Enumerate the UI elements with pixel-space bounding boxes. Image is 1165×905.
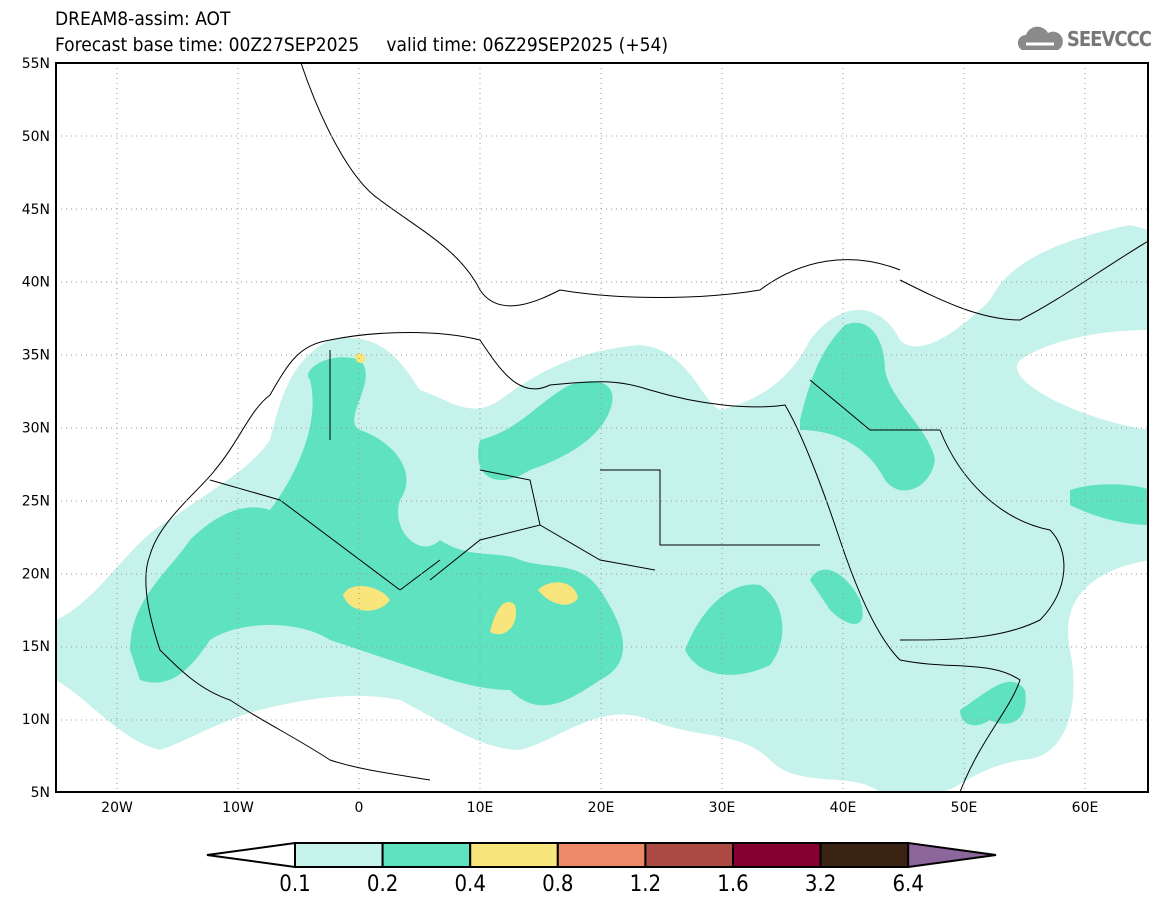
colorbar-label: 1.2 xyxy=(629,872,662,897)
lat-label: 50N xyxy=(22,129,50,145)
lat-label: 20N xyxy=(22,566,50,582)
lon-label: 10W xyxy=(222,800,254,816)
aot-0.2-region xyxy=(1070,484,1148,525)
lon-label: 20W xyxy=(101,800,133,816)
lon-labels: 20W 10W 0 10E 20E 30E 40E 50E 60E xyxy=(101,800,1098,816)
lon-label: 20E xyxy=(588,800,615,816)
colorbar-label: 0.4 xyxy=(454,872,486,897)
lat-label: 15N xyxy=(22,639,50,655)
colorbar-label: 0.1 xyxy=(279,872,311,897)
lat-label: 5N xyxy=(31,785,50,801)
lon-label: 0 xyxy=(355,800,364,816)
logo-text: SEEVCCC xyxy=(1066,27,1152,51)
lon-label: 40E xyxy=(830,800,857,816)
colorbar-label: 0.8 xyxy=(542,872,574,897)
map-title: DREAM8-assim: AOT xyxy=(55,8,231,30)
colorbar-label: 0.2 xyxy=(366,872,399,897)
lat-label: 45N xyxy=(22,202,50,218)
lat-label: 10N xyxy=(22,712,50,728)
aot-0.4-region xyxy=(355,352,366,363)
dust-field xyxy=(56,63,1148,792)
colorbar-label: 3.2 xyxy=(804,872,837,897)
aot-0.2-region xyxy=(960,681,1026,726)
lat-label: 40N xyxy=(22,275,50,291)
lat-label: 55N xyxy=(22,56,50,72)
aot-0.4-region xyxy=(538,582,578,605)
graticule xyxy=(56,63,1148,792)
colorbar-segment xyxy=(381,842,472,868)
coastlines xyxy=(145,63,1148,792)
aot-0.4-region xyxy=(343,585,390,611)
lat-labels: 55N 50N 45N 40N 35N 30N 25N 20N 15N 10N 5N xyxy=(22,56,50,801)
colorbar-over-arrow xyxy=(907,841,997,869)
aot-0.4-region xyxy=(490,601,516,635)
lon-label: 60E xyxy=(1072,800,1099,816)
lat-label: 25N xyxy=(22,493,50,509)
aot-0.2-region xyxy=(800,322,935,491)
colorbar-segment xyxy=(819,842,910,868)
colorbar-under-arrow xyxy=(206,841,296,869)
colorbar-label: 1.6 xyxy=(717,872,749,897)
lat-label: 35N xyxy=(22,348,50,364)
lon-label: 30E xyxy=(709,800,736,816)
colorbar-segment xyxy=(294,842,384,868)
seevccc-logo: SEEVCCC xyxy=(1016,26,1152,52)
aot-0.2-region xyxy=(478,381,613,480)
colorbar-segment xyxy=(732,842,822,868)
colorbar-segment xyxy=(644,842,735,868)
aot-0.2-region xyxy=(810,569,863,624)
forecast-time: Forecast base time: 00Z27SEP2025 valid t… xyxy=(55,34,669,56)
lon-label: 10E xyxy=(467,800,494,816)
lat-label: 30N xyxy=(22,421,50,437)
colorbar-segment xyxy=(556,842,647,868)
aot-0.2-region xyxy=(685,584,783,675)
cloud-icon xyxy=(1017,26,1063,50)
colorbar-label: 6.4 xyxy=(892,872,924,897)
lon-label: 50E xyxy=(951,800,978,816)
colorbar-segment xyxy=(469,842,559,868)
map-frame xyxy=(55,62,1149,793)
